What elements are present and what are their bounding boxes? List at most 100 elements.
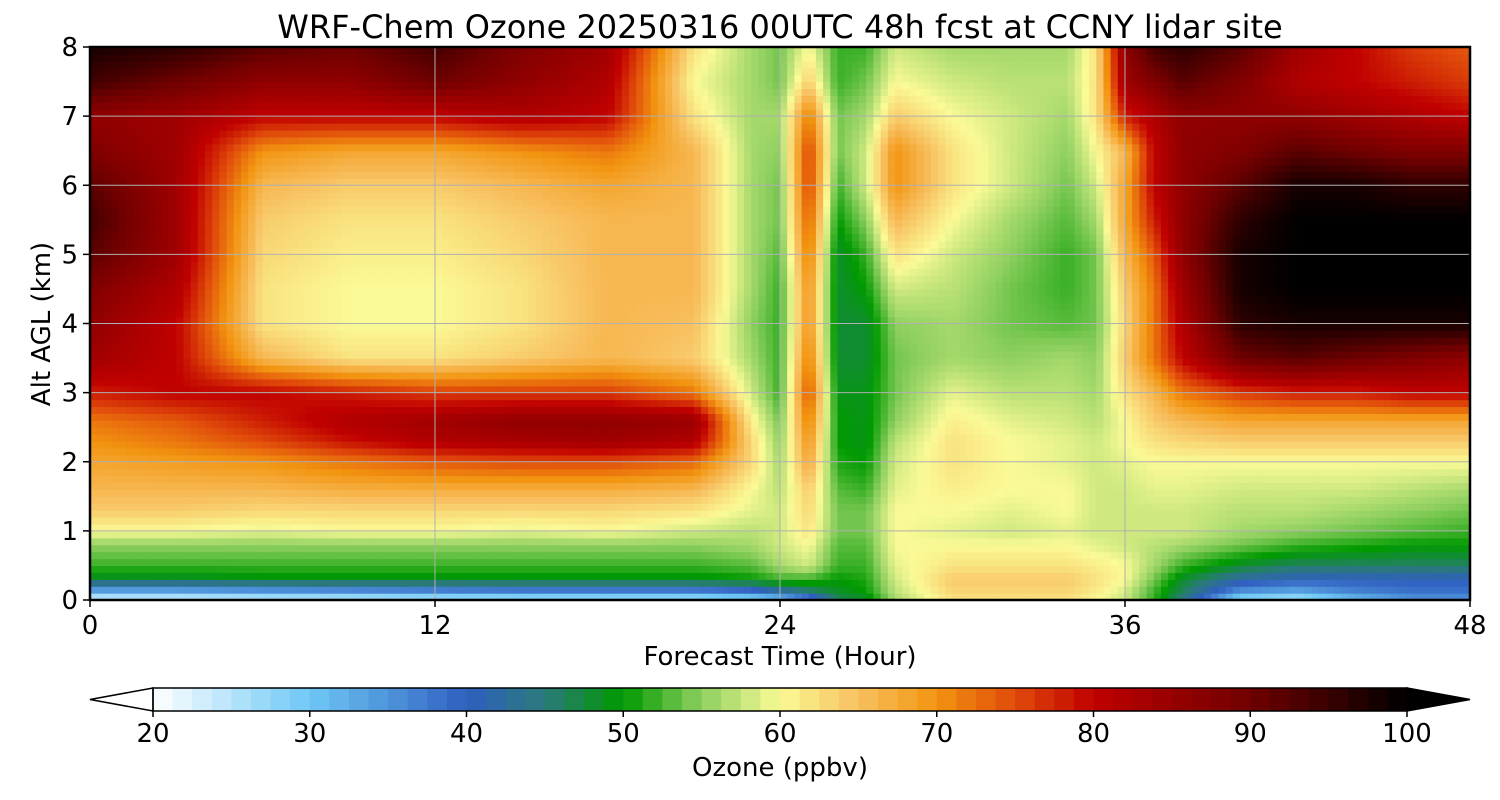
heatmap-cell bbox=[1297, 454, 1306, 463]
heatmap-cell bbox=[665, 434, 673, 442]
heatmap-cell bbox=[248, 461, 256, 470]
heatmap-cell bbox=[851, 510, 860, 518]
heatmap-cell bbox=[1002, 544, 1011, 553]
heatmap-cell bbox=[384, 558, 393, 567]
heatmap-cell bbox=[1132, 441, 1140, 449]
heatmap-cell bbox=[571, 593, 580, 601]
heatmap-cell bbox=[463, 441, 472, 449]
heatmap-cell bbox=[1426, 496, 1435, 504]
heatmap-cell bbox=[1441, 565, 1450, 573]
heatmap-cell bbox=[140, 454, 149, 463]
heatmap-cell bbox=[1254, 523, 1263, 532]
heatmap-cell bbox=[391, 475, 400, 484]
heatmap-cell bbox=[248, 510, 256, 518]
heatmap-cell bbox=[1362, 579, 1370, 587]
heatmap-cell bbox=[923, 468, 932, 477]
heatmap-cell bbox=[815, 593, 824, 601]
heatmap-cell bbox=[1340, 565, 1349, 573]
heatmap-cell bbox=[1060, 510, 1069, 518]
heatmap-cell bbox=[1326, 482, 1335, 490]
heatmap-cell bbox=[104, 427, 113, 435]
heatmap-cell bbox=[1376, 565, 1385, 573]
heatmap-cell bbox=[1125, 503, 1133, 511]
heatmap-cell bbox=[499, 475, 508, 484]
heatmap-cell bbox=[708, 586, 716, 594]
heatmap-cell bbox=[1326, 586, 1335, 594]
heatmap-cell bbox=[1326, 551, 1335, 560]
heatmap-cell bbox=[1434, 530, 1442, 539]
heatmap-cell bbox=[1168, 551, 1176, 560]
heatmap-cell bbox=[1074, 454, 1083, 463]
heatmap-cell bbox=[183, 447, 192, 456]
heatmap-cell bbox=[808, 530, 817, 539]
heatmap-cell bbox=[334, 475, 343, 484]
heatmap-cell bbox=[1247, 496, 1255, 504]
heatmap-cell bbox=[1017, 468, 1025, 477]
heatmap-cell bbox=[585, 586, 594, 594]
heatmap-cell bbox=[535, 447, 544, 456]
heatmap-cell bbox=[578, 427, 587, 435]
heatmap-cell bbox=[197, 593, 206, 601]
heatmap-cell bbox=[240, 454, 249, 463]
heatmap-cell bbox=[176, 544, 185, 553]
heatmap-cell bbox=[1340, 530, 1349, 539]
heatmap-cell bbox=[823, 517, 831, 525]
heatmap-cell bbox=[837, 503, 846, 511]
heatmap-cell bbox=[981, 454, 990, 463]
heatmap-cell bbox=[1189, 482, 1198, 490]
heatmap-cell bbox=[715, 593, 724, 601]
heatmap-cell bbox=[1038, 468, 1047, 477]
heatmap-cell bbox=[815, 565, 824, 573]
heatmap-cell bbox=[125, 572, 134, 580]
heatmap-cell bbox=[399, 454, 407, 463]
heatmap-cell bbox=[492, 489, 501, 497]
heatmap-cell bbox=[1038, 461, 1047, 470]
heatmap-cell bbox=[1189, 503, 1198, 511]
heatmap-cell bbox=[708, 447, 716, 456]
heatmap-cell bbox=[399, 551, 407, 560]
heatmap-cell bbox=[147, 454, 156, 463]
heatmap-cell bbox=[298, 530, 307, 539]
heatmap-cell bbox=[334, 482, 343, 490]
heatmap-cell bbox=[859, 579, 867, 587]
heatmap-cell bbox=[1225, 468, 1234, 477]
heatmap-cell bbox=[895, 579, 903, 587]
heatmap-cell bbox=[1347, 537, 1356, 546]
heatmap-cell bbox=[974, 482, 982, 490]
heatmap-cell bbox=[312, 544, 321, 553]
heatmap-cell bbox=[959, 523, 968, 532]
heatmap-cell bbox=[895, 468, 903, 477]
heatmap-cell bbox=[1081, 461, 1090, 470]
heatmap-cell bbox=[535, 503, 544, 511]
heatmap-cell bbox=[1311, 482, 1320, 490]
heatmap-cell bbox=[873, 586, 882, 594]
heatmap-cell bbox=[550, 558, 558, 567]
heatmap-cell bbox=[1240, 468, 1248, 477]
heatmap-cell bbox=[1096, 551, 1105, 560]
heatmap-cell bbox=[1089, 565, 1097, 573]
heatmap-cell bbox=[125, 441, 134, 449]
heatmap-cell bbox=[794, 558, 803, 567]
heatmap-cell bbox=[607, 427, 616, 435]
heatmap-cell bbox=[794, 441, 803, 449]
heatmap-cell bbox=[219, 427, 228, 435]
heatmap-cell bbox=[478, 530, 486, 539]
heatmap-cell bbox=[506, 475, 515, 484]
heatmap-cell bbox=[240, 558, 249, 567]
heatmap-cell bbox=[650, 420, 659, 428]
heatmap-cell bbox=[1426, 510, 1435, 518]
heatmap-cell bbox=[823, 461, 831, 470]
heatmap-cell bbox=[751, 537, 760, 546]
heatmap-cell bbox=[679, 586, 688, 594]
heatmap-cell bbox=[427, 454, 436, 463]
heatmap-cell bbox=[190, 427, 199, 435]
heatmap-cell bbox=[377, 530, 386, 539]
heatmap-cell bbox=[154, 523, 163, 532]
heatmap-cell bbox=[97, 558, 105, 567]
heatmap-cell bbox=[1038, 434, 1047, 442]
heatmap-cell bbox=[1139, 565, 1148, 573]
heatmap-cell bbox=[1232, 586, 1241, 594]
heatmap-cell bbox=[1355, 510, 1363, 518]
heatmap-cell bbox=[363, 475, 371, 484]
heatmap-cell bbox=[902, 461, 910, 470]
